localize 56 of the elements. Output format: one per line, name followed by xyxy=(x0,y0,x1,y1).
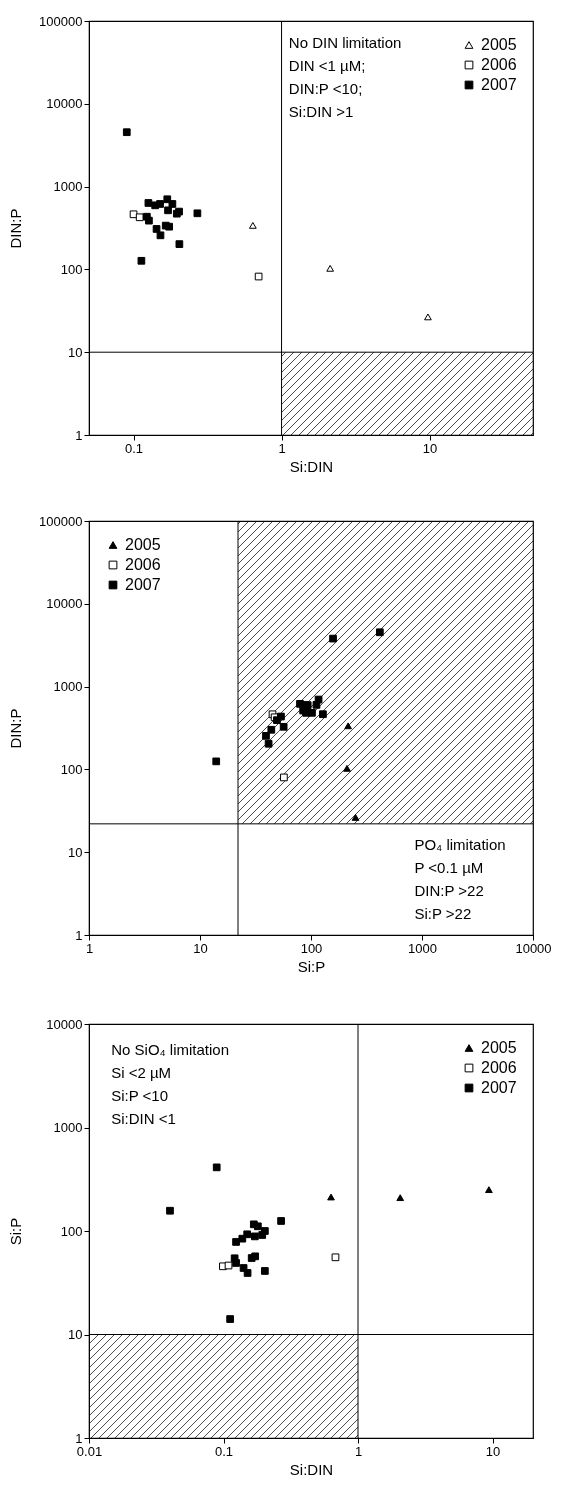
y-tick-label: 1 xyxy=(75,427,83,443)
y-tick-label: 10000 xyxy=(46,596,83,612)
legend-label: 2006 xyxy=(481,56,517,73)
legend-label: 2006 xyxy=(125,556,161,573)
x-tick-label: 0.1 xyxy=(214,1443,234,1459)
legend-label: 2007 xyxy=(481,76,517,93)
annotation: DIN:P >22 xyxy=(414,882,484,899)
x-tick-label: 0.01 xyxy=(76,1443,103,1459)
y-tick-label: 1 xyxy=(75,1430,83,1446)
x-tick-label: 10 xyxy=(422,440,438,456)
y-tick-label: 1000 xyxy=(53,1120,83,1135)
annotation: P <0.1 µM xyxy=(414,859,484,876)
x-tick-label: 1 xyxy=(85,940,94,956)
legend-label: 2007 xyxy=(481,1079,517,1096)
x-tick-label: 1000 xyxy=(408,940,437,956)
y-tick-label: 100 xyxy=(60,261,83,277)
annotation: Si:DIN <1 xyxy=(111,1110,176,1127)
legend-label: 2005 xyxy=(481,1039,517,1056)
y-axis-title: DIN:P xyxy=(6,208,24,249)
x-tick-label: 10 xyxy=(485,1443,501,1459)
y-tick-label: 1 xyxy=(75,927,83,943)
x-tick-label: 100 xyxy=(300,940,323,956)
x-tick-label: 10000 xyxy=(515,940,552,956)
y-tick-label: 100000 xyxy=(39,513,83,529)
legend-label: 2006 xyxy=(481,1059,517,1076)
x-tick-label: 1 xyxy=(354,1443,363,1459)
legend-label: 2005 xyxy=(125,536,161,553)
annotation: Si:P <10 xyxy=(111,1087,169,1104)
y-tick-label: 10 xyxy=(68,1327,83,1342)
x-axis-title: Si:DIN xyxy=(289,457,334,475)
legend-label: 2007 xyxy=(125,576,161,593)
annotation: No DIN limitation xyxy=(288,34,402,51)
y-tick-label: 10000 xyxy=(46,1016,83,1032)
x-tick-label: 1 xyxy=(278,440,286,456)
x-tick-label: 10 xyxy=(193,940,208,956)
y-axis-title: DIN:P xyxy=(6,708,24,749)
x-axis-title: Si:P xyxy=(297,957,326,975)
annotation: Si:DIN >1 xyxy=(288,103,354,120)
y-tick-label: 10000 xyxy=(46,96,83,112)
y-tick-label: 100000 xyxy=(39,13,83,29)
y-tick-label: 100 xyxy=(60,1223,83,1239)
y-tick-label: 100 xyxy=(60,761,83,777)
y-tick-label: 1000 xyxy=(53,179,83,195)
annotation: No SiO₄ limitation xyxy=(111,1041,230,1058)
y-axis-title: Si:P xyxy=(6,1217,24,1246)
annotation: Si:P >22 xyxy=(414,905,472,922)
y-tick-label: 1000 xyxy=(53,679,83,695)
annotation: DIN:P <10; xyxy=(288,80,363,97)
annotation: DIN <1 µM; xyxy=(288,57,366,74)
annotation: PO₄ limitation xyxy=(414,836,506,853)
legend-label: 2005 xyxy=(481,36,517,53)
y-tick-label: 10 xyxy=(68,344,83,360)
x-axis-title: Si:DIN xyxy=(289,1460,334,1478)
x-tick-label: 0.1 xyxy=(125,440,144,456)
y-tick-label: 10 xyxy=(68,844,83,860)
annotation: Si <2 µM xyxy=(111,1064,172,1081)
